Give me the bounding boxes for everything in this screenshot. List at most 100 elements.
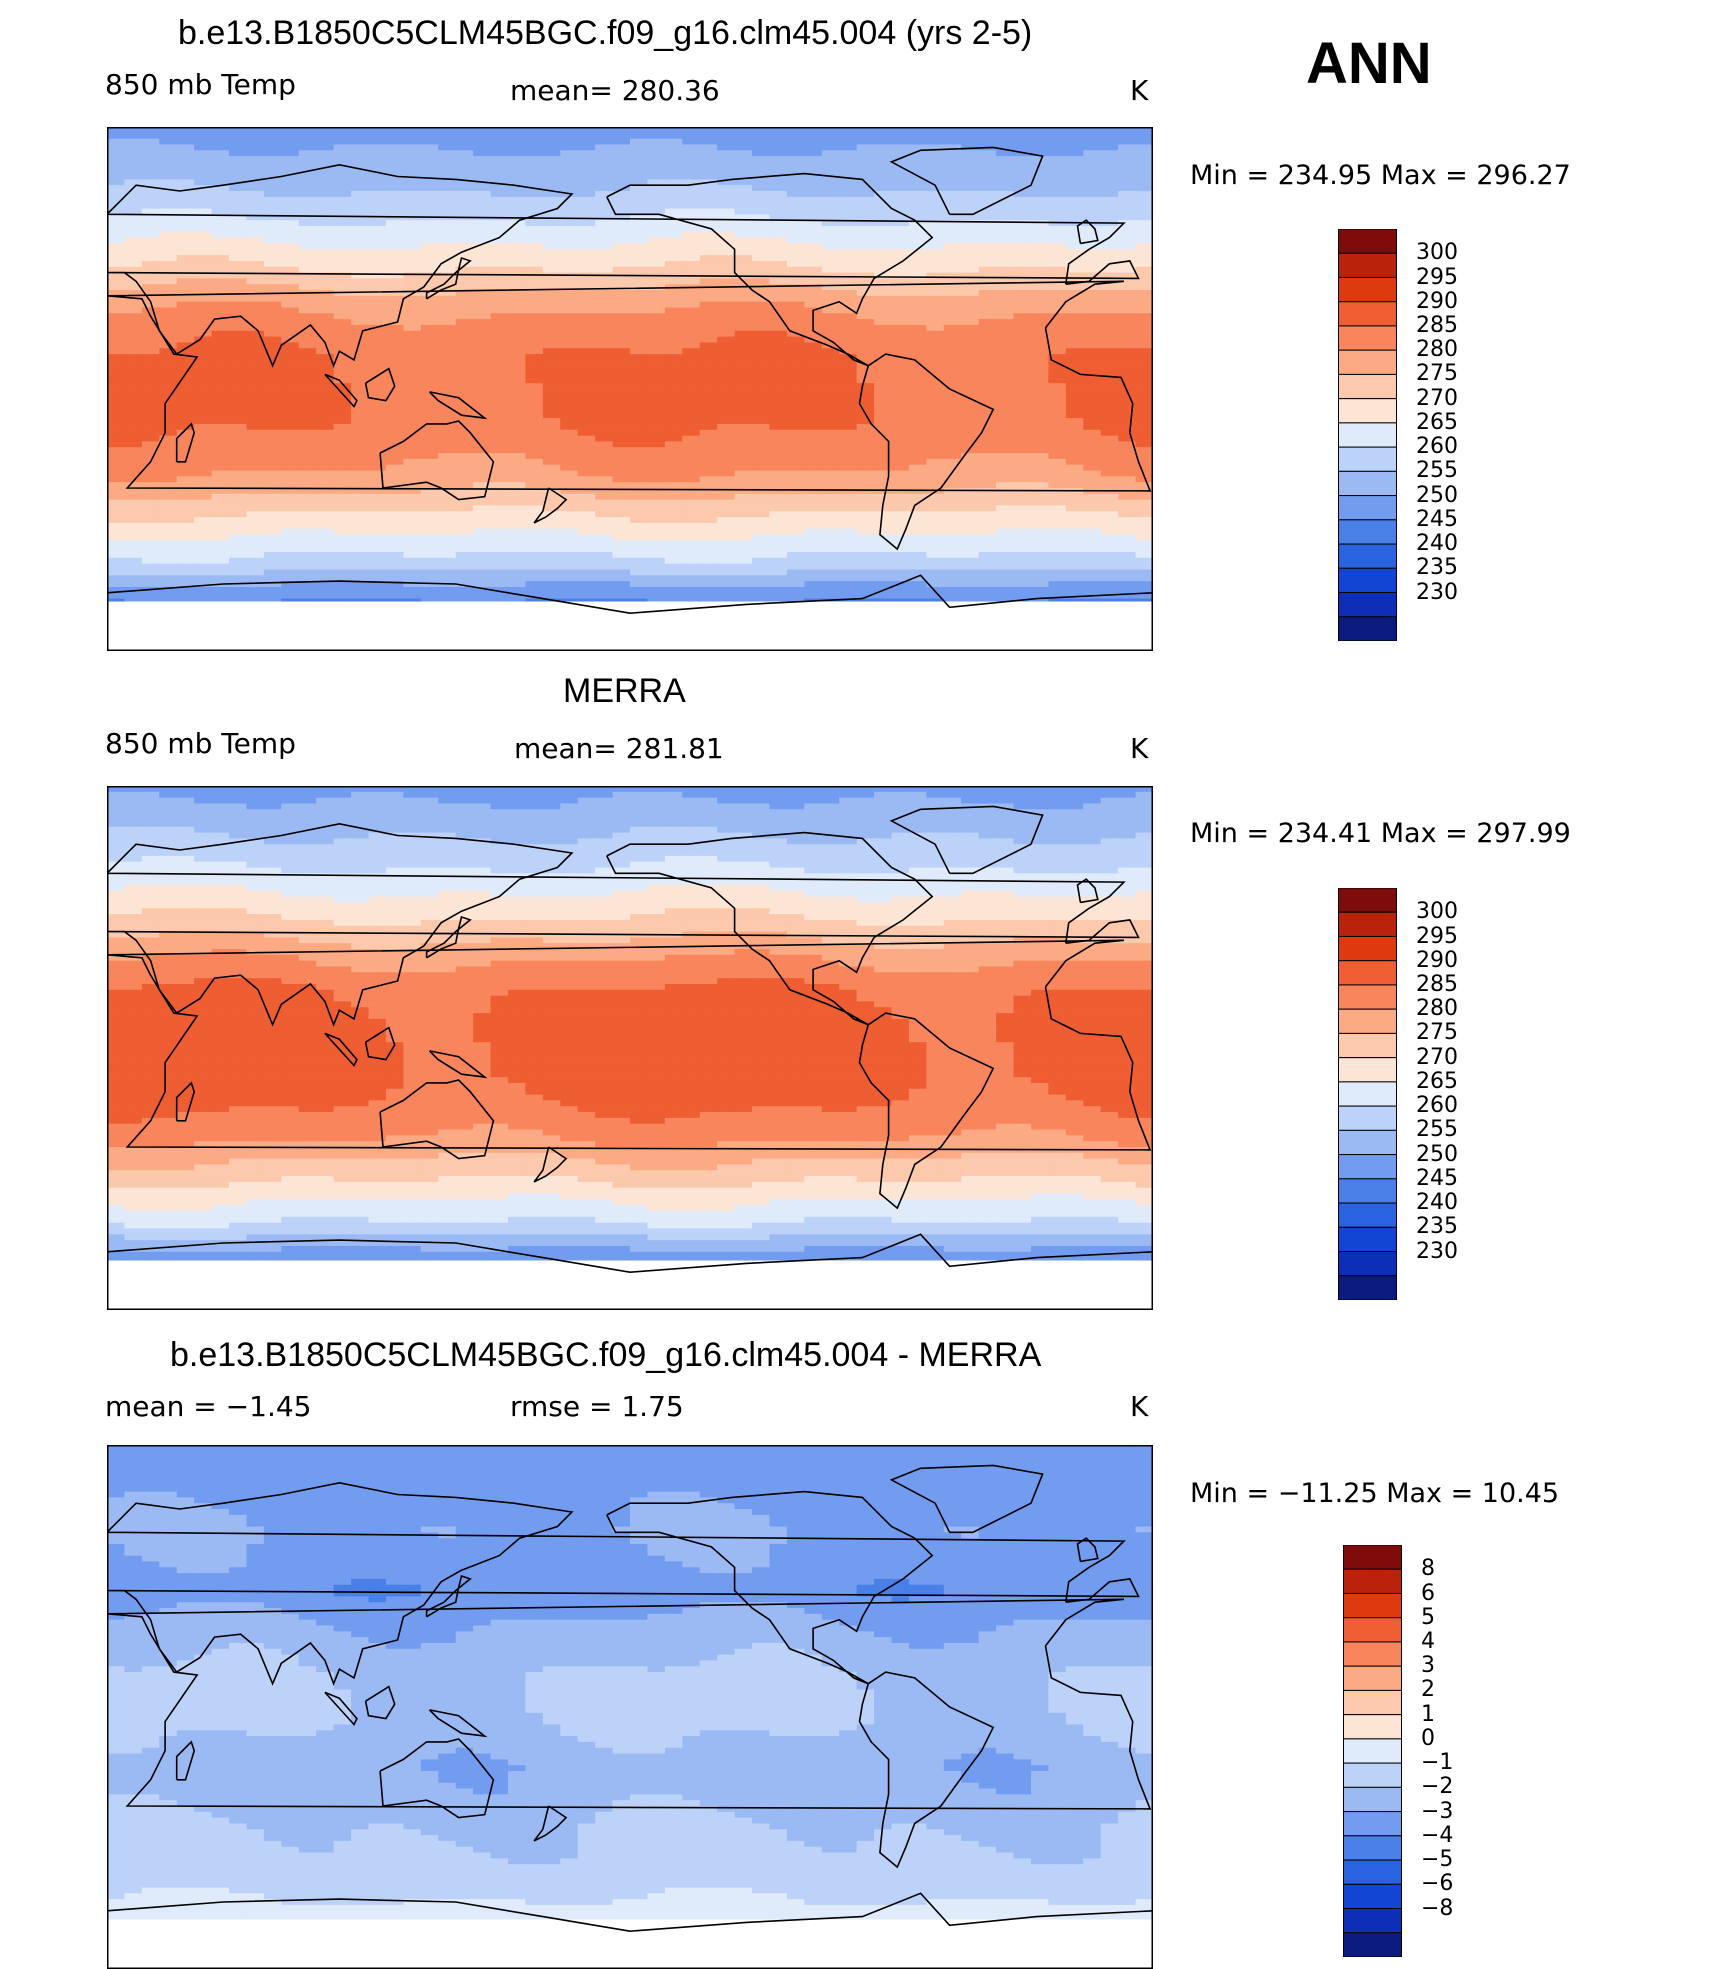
field-cell — [804, 453, 823, 460]
field-cell — [1118, 249, 1137, 256]
field-cell — [821, 412, 840, 419]
field-cell — [891, 144, 910, 151]
field-cell — [734, 528, 753, 536]
field-cell — [682, 324, 701, 332]
field-cell — [1118, 511, 1137, 518]
field-cell — [473, 220, 492, 227]
field-cell — [891, 458, 910, 466]
field-cell — [176, 260, 195, 268]
field-cell — [420, 324, 439, 332]
field-cell — [542, 569, 561, 576]
field-cell — [438, 290, 457, 297]
field-cell — [856, 354, 875, 361]
field-cell — [333, 173, 352, 180]
field-cell — [107, 371, 126, 378]
field-cell — [490, 354, 509, 361]
field-cell — [351, 359, 370, 367]
field-cell — [1065, 156, 1084, 163]
field-cell — [786, 453, 805, 460]
map-field-layer — [107, 127, 1153, 651]
field-cell — [996, 423, 1015, 431]
field-cell — [1048, 389, 1067, 396]
field-cell — [159, 132, 178, 140]
field-cell — [542, 307, 561, 314]
field-cell — [961, 400, 980, 408]
field-cell — [298, 389, 317, 396]
field-cell — [542, 330, 561, 338]
field-cell — [194, 499, 213, 507]
field-cell — [804, 493, 823, 501]
field-cell — [1100, 225, 1119, 233]
field-cell — [577, 330, 596, 338]
field-cell — [124, 453, 143, 460]
field-cell — [507, 324, 526, 332]
field-cell — [717, 150, 736, 157]
field-cell — [455, 266, 474, 274]
field-cell — [908, 348, 927, 355]
field-cell — [1118, 243, 1137, 250]
field-cell — [1135, 575, 1153, 582]
field-cell — [194, 383, 213, 390]
field-cell — [874, 406, 893, 413]
field-cell — [908, 156, 927, 163]
field-cell — [1030, 470, 1049, 477]
field-cell — [821, 185, 840, 192]
field-cell — [1100, 389, 1119, 396]
field-cell — [926, 354, 945, 361]
field-cell — [612, 202, 631, 210]
field-cell — [351, 552, 370, 559]
field-cell — [821, 196, 840, 204]
field-cell — [1135, 458, 1153, 466]
field-cell — [1048, 214, 1067, 221]
field-cell — [943, 301, 962, 309]
field-cell — [821, 482, 840, 489]
field-cell — [908, 266, 927, 274]
field-cell — [717, 307, 736, 314]
field-cell — [1065, 225, 1084, 233]
field-cell — [229, 412, 248, 419]
field-cell — [682, 231, 701, 239]
field-cell — [612, 365, 631, 373]
field-cell — [1100, 493, 1119, 501]
field-cell — [839, 307, 858, 314]
field-cell — [647, 412, 666, 419]
field-cell — [856, 522, 875, 530]
field-cell — [630, 423, 649, 431]
field-cell — [821, 313, 840, 320]
field-cell — [194, 138, 213, 146]
field-cell — [403, 243, 422, 250]
field-cell — [1048, 505, 1067, 512]
field-cell — [525, 191, 544, 198]
field-cell — [473, 487, 492, 495]
field-cell — [560, 423, 579, 431]
field-cell — [455, 272, 474, 279]
field-cell — [612, 383, 631, 390]
field-cell — [229, 324, 248, 332]
field-cell — [769, 260, 788, 268]
field-cell — [577, 575, 596, 582]
field-cell — [821, 470, 840, 477]
field-cell — [455, 487, 474, 495]
field-cell — [630, 429, 649, 437]
field-cell — [211, 575, 230, 582]
field-cell — [385, 575, 404, 582]
field-cell — [141, 592, 160, 600]
field-cell — [769, 569, 788, 576]
field-cell — [507, 389, 526, 396]
field-cell — [821, 592, 840, 600]
field-cell — [455, 191, 474, 198]
field-cell — [978, 196, 997, 204]
field-cell — [786, 161, 805, 169]
field-cell — [786, 394, 805, 402]
field-cell — [577, 202, 596, 210]
field-cell — [560, 482, 579, 489]
field-cell — [176, 429, 195, 437]
field-cell — [281, 458, 300, 466]
field-cell — [1030, 220, 1049, 227]
field-cell — [403, 336, 422, 344]
field-cell — [1030, 423, 1049, 431]
field-cell — [473, 319, 492, 326]
field-cell — [1065, 406, 1084, 413]
field-cell — [1013, 266, 1032, 274]
field-cell — [978, 214, 997, 221]
